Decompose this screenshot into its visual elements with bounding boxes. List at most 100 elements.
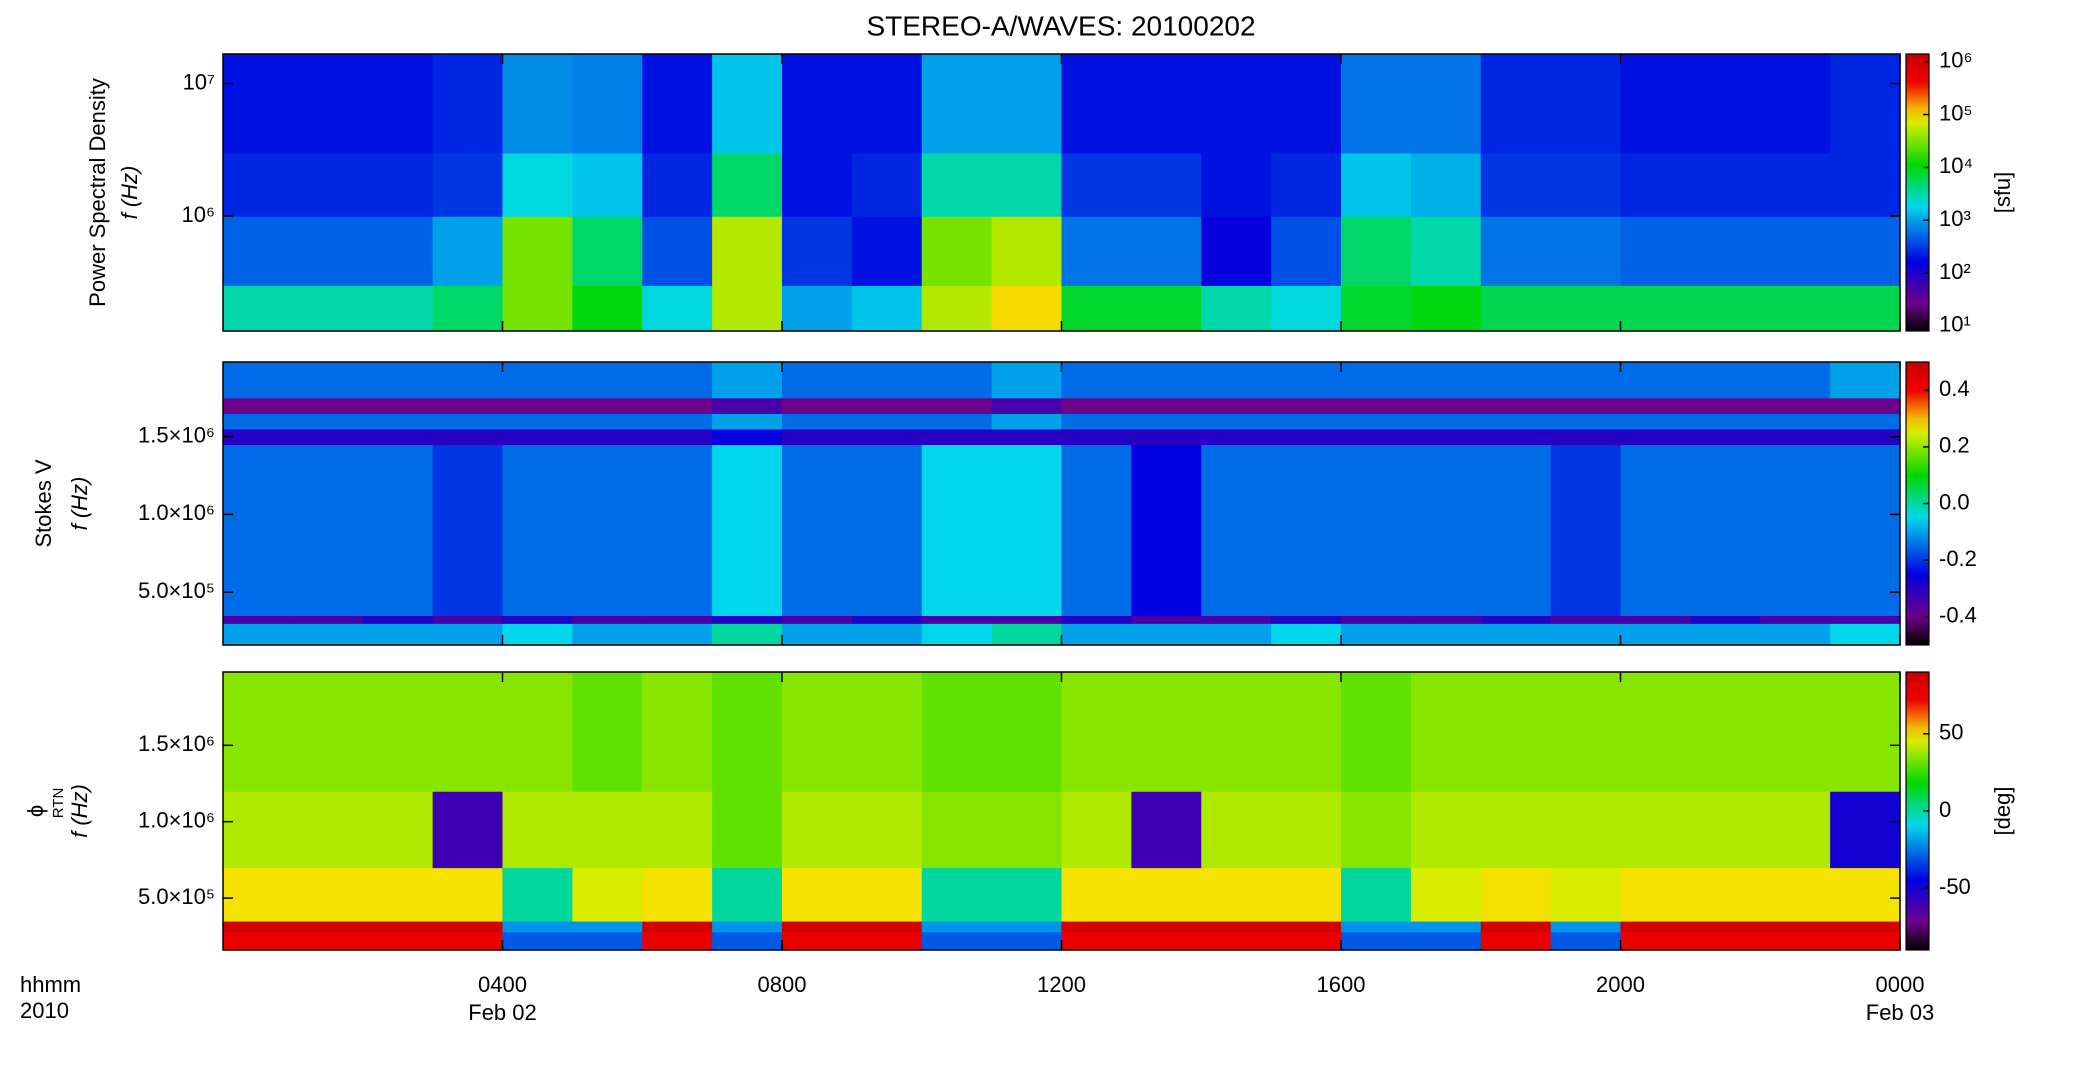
colorbar-tick-label: 50	[1939, 720, 1963, 745]
heatmap-cell	[292, 867, 364, 922]
heatmap-cell	[1690, 413, 1761, 430]
heatmap-cell	[572, 428, 643, 446]
heatmap-cell	[1480, 931, 1552, 951]
heatmap-cell	[642, 920, 713, 933]
heatmap-cell	[712, 672, 783, 792]
heatmap-cell	[1341, 428, 1412, 446]
heatmap-cell	[1131, 791, 1202, 869]
heatmap-cell	[1690, 152, 1761, 217]
heatmap-cell	[782, 920, 853, 933]
heatmap-cell	[1131, 444, 1202, 617]
heatmap-cell	[572, 920, 643, 933]
heatmap-cell	[921, 285, 993, 332]
heatmap-cell	[782, 397, 853, 414]
heatmap-cell	[502, 413, 573, 430]
heatmap-cell	[1620, 428, 1691, 446]
heatmap-cell	[1201, 444, 1272, 617]
heatmap-cell	[642, 623, 713, 646]
colorbar-tick-label: 10⁶	[1939, 48, 1973, 73]
y-tick-label: 10⁶	[181, 202, 215, 227]
heatmap-cell	[502, 791, 573, 869]
heatmap-cell	[223, 791, 294, 869]
heatmap-cell	[292, 920, 364, 933]
colorbar	[1905, 53, 1930, 332]
heatmap-cell	[572, 791, 643, 869]
heatmap-cell	[712, 428, 783, 446]
x-tick-label: 1600	[1317, 972, 1366, 997]
heatmap-cell	[362, 413, 434, 430]
heatmap-cell	[1410, 672, 1482, 792]
heatmap-cell	[1341, 152, 1412, 217]
heatmap-cell	[432, 867, 504, 922]
heatmap-cell	[1341, 791, 1412, 869]
heatmap-cell	[292, 623, 364, 646]
heatmap-cell	[223, 285, 294, 332]
heatmap-cell	[712, 444, 783, 617]
heatmap-cell	[1830, 931, 1901, 951]
heatmap-cell	[432, 216, 504, 287]
heatmap-cell	[1620, 672, 1691, 792]
heatmap-cell	[1480, 413, 1552, 430]
heatmap-cell	[1620, 362, 1691, 399]
heatmap-cell	[292, 397, 364, 414]
heatmap-cell	[991, 54, 1063, 154]
heatmap-cell	[1410, 285, 1482, 332]
heatmap-cell	[502, 428, 573, 446]
heatmap-cell	[642, 615, 713, 624]
heatmap-cell	[782, 672, 853, 792]
heatmap-cell	[1271, 920, 1342, 933]
heatmap-cell	[1131, 397, 1202, 414]
heatmap-cell	[712, 54, 783, 154]
heatmap-cell	[292, 152, 364, 217]
x-tick-label: 2000	[1596, 972, 1645, 997]
heatmap-cell	[851, 791, 923, 869]
heatmap-cell	[1131, 920, 1202, 933]
heatmap-cell	[782, 867, 853, 922]
heatmap-cell	[1410, 931, 1482, 951]
heatmap-cell	[572, 931, 643, 951]
heatmap-cell	[642, 216, 713, 287]
heatmap-cell	[1201, 931, 1272, 951]
heatmap-cell	[1061, 791, 1132, 869]
heatmap-cell	[642, 285, 713, 332]
heatmap-cell	[1830, 920, 1901, 933]
heatmap-cell	[1480, 623, 1552, 646]
heatmap-cell	[1410, 867, 1482, 922]
heatmap-cell	[1690, 54, 1761, 154]
colorbar-label: [deg]	[1990, 787, 2015, 836]
heatmap-cell	[1201, 413, 1272, 430]
heatmap-cell	[1760, 152, 1831, 217]
heatmap-cell	[1480, 285, 1552, 332]
x-date-label: Feb 03	[1866, 1000, 1935, 1025]
heatmap-cell	[1271, 867, 1342, 922]
heatmap-cell	[712, 397, 783, 414]
heatmap-cell	[362, 285, 434, 332]
heatmap-cell	[1550, 397, 1622, 414]
heatmap-cell	[1480, 867, 1552, 922]
heatmap-cell	[1760, 920, 1831, 933]
heatmap-cell	[1061, 152, 1132, 217]
y-axis-label-subscript: RTN	[50, 788, 67, 819]
heatmap-cell	[991, 867, 1063, 922]
heatmap-cell	[432, 285, 504, 332]
heatmap-cell	[1760, 623, 1831, 646]
heatmap-cell	[851, 931, 923, 951]
y-axis-label: ϕ	[23, 805, 48, 817]
heatmap-cell	[432, 615, 504, 624]
heatmap-cell	[1341, 623, 1412, 646]
heatmap-cell	[921, 428, 993, 446]
heatmap-cell	[921, 362, 993, 399]
heatmap-cell	[1480, 444, 1552, 617]
heatmap-cell	[1341, 397, 1412, 414]
heatmap-cell	[782, 216, 853, 287]
heatmap-cell	[1271, 216, 1342, 287]
heatmap-cell	[572, 615, 643, 624]
heatmap-cell	[712, 920, 783, 933]
heatmap-cell	[991, 285, 1063, 332]
heatmap-cell	[782, 428, 853, 446]
y-tick-label: 1.5×10⁶	[138, 731, 215, 756]
heatmap-cell	[223, 54, 294, 154]
heatmap-cell	[921, 397, 993, 414]
heatmap-cell	[851, 920, 923, 933]
